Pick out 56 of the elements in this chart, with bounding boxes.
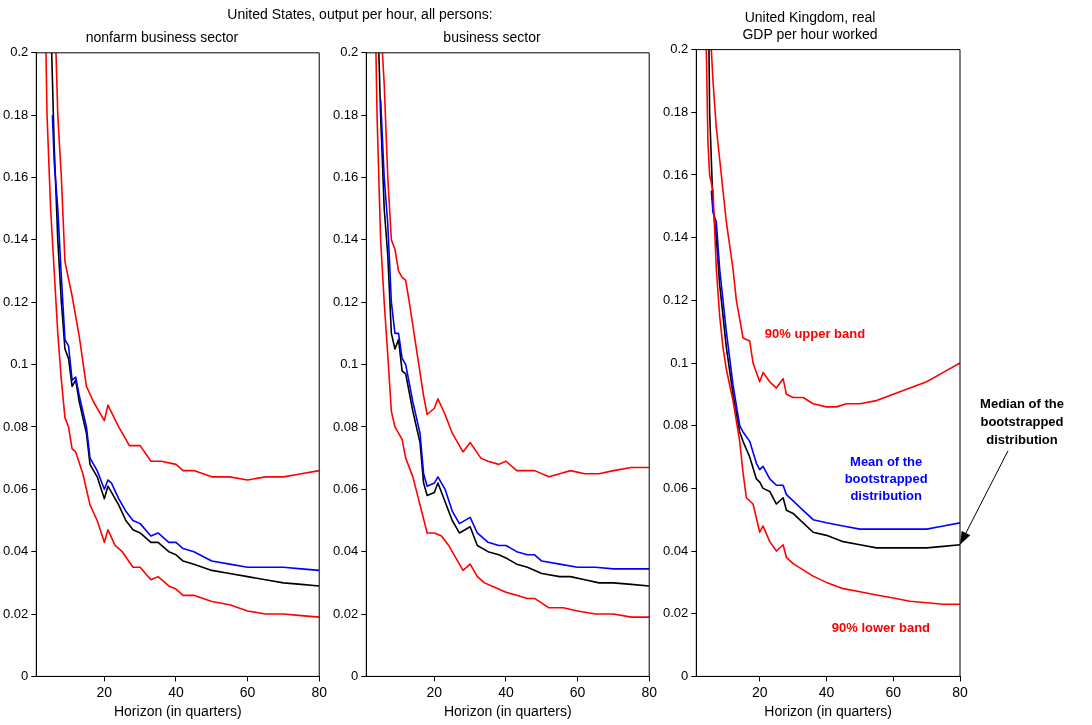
y-tick-label: 0.1	[340, 356, 359, 372]
y-tick-label: 0.06	[332, 480, 359, 496]
x-tick-label: 20	[96, 683, 113, 700]
x-tick-label: 60	[885, 683, 902, 700]
chart-subtitle: United Kingdom, real GDP per hour worked	[742, 9, 878, 43]
y-tick-label: 0.14	[332, 231, 359, 247]
x-axis-title: Horizon (in quarters)	[113, 703, 242, 720]
y-tick-label: 0.08	[2, 418, 29, 434]
y-tick-label: 0.14	[2, 231, 29, 247]
text: United States, output per hour, all persons:	[226, 6, 494, 22]
y-tick-label: 0.18	[662, 103, 689, 119]
y-tick-label: 0.02	[332, 605, 359, 621]
annotation: Median of the bootstrapped distribution	[980, 396, 1064, 448]
y-tick-label: 0.14	[662, 229, 689, 245]
y-tick-label: 0.1	[10, 356, 29, 372]
x-tick-label: 60	[569, 683, 586, 700]
x-tick-label: 40	[818, 683, 835, 700]
x-tick-label: 60	[239, 683, 256, 700]
y-tick-label: 0.18	[2, 106, 29, 122]
y-tick-label: 0.08	[662, 417, 689, 433]
y-tick-label: 0.04	[662, 542, 689, 558]
y-tick-label: 0.16	[2, 169, 29, 185]
y-tick-label: 0.08	[332, 418, 359, 434]
y-tick-label: 0.06	[662, 479, 689, 495]
annotation: Mean of the bootstrapped distribution	[844, 453, 928, 503]
y-tick-label: 0.2	[10, 44, 29, 60]
x-tick-label: 40	[168, 683, 184, 700]
annotation: 90% lower band	[831, 619, 931, 635]
y-tick-label: 0.06	[2, 480, 29, 496]
y-tick-label: 0.12	[662, 291, 689, 307]
x-tick-label: 20	[426, 683, 443, 700]
y-tick-label: 0	[351, 667, 359, 683]
y-tick-label: 0.04	[2, 543, 29, 559]
x-axis-title: Horizon (in quarters)	[764, 703, 892, 720]
y-tick-label: 0.02	[662, 605, 689, 621]
x-tick-label: 20	[751, 683, 768, 700]
y-tick-label: 0	[21, 667, 29, 683]
x-tick-label: 80	[311, 683, 328, 700]
y-tick-label: 0.12	[2, 293, 29, 309]
y-tick-label: 0.16	[332, 169, 359, 185]
y-tick-label: 0.1	[670, 354, 689, 370]
y-tick-label: 0.02	[2, 605, 29, 621]
y-tick-label: 0.16	[662, 166, 689, 182]
y-tick-label: 0.2	[670, 41, 689, 57]
chart-subtitle: business sector	[443, 29, 541, 46]
x-axis-title: Horizon (in quarters)	[443, 703, 572, 720]
x-tick-label: 80	[641, 683, 658, 700]
y-tick-label: 0.04	[332, 543, 359, 559]
x-tick-label: 80	[952, 683, 968, 700]
chart-subtitle: nonfarm business sector	[85, 29, 239, 46]
x-tick-label: 40	[498, 683, 514, 700]
y-tick-label: 0	[681, 667, 689, 683]
annotation: 90% upper band	[764, 326, 866, 342]
y-tick-label: 0.18	[332, 106, 359, 122]
y-tick-label: 0.12	[332, 293, 359, 309]
y-tick-label: 0.2	[340, 44, 359, 60]
